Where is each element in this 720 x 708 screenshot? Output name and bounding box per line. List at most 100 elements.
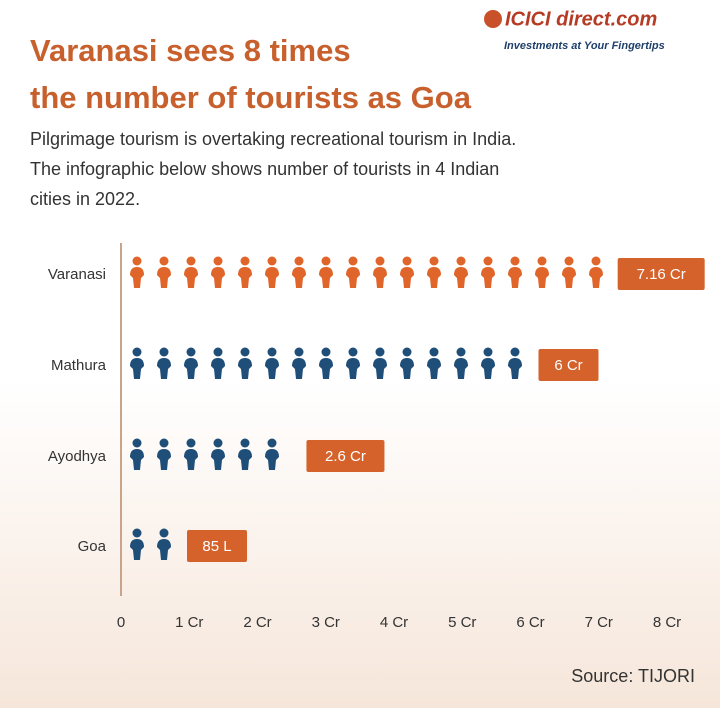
person-body [184,267,198,288]
person-head [213,256,223,266]
person-body [292,358,306,379]
person-body [184,358,198,379]
person-head [375,256,385,266]
person-head [132,438,142,448]
title-line: Varanasi sees 8 times [30,33,351,68]
person-body [238,267,252,288]
person-head [456,347,466,357]
person-body [157,449,171,470]
person-body [211,449,225,470]
background [0,380,720,708]
person-head [267,347,277,357]
tagline: Investments at Your Fingertips [504,40,665,52]
value-label-box [538,349,599,381]
person-head [159,256,169,266]
person-body [184,449,198,470]
person-body [400,267,414,288]
x-tick-label: 2 Cr [243,614,271,631]
person-head [213,438,223,448]
category-label: Mathura [51,357,107,374]
value-label: 85 L [202,538,231,555]
person-body [157,358,171,379]
subtitle-line: cities in 2022. [30,189,140,209]
person-body [292,267,306,288]
person-head [429,256,439,266]
person-head [159,438,169,448]
person-head [159,528,169,538]
person-head [348,256,358,266]
person-body [454,358,468,379]
x-tick-label: 7 Cr [585,614,613,631]
person-head [294,347,304,357]
value-label: 2.6 Cr [325,448,366,465]
person-body [535,267,549,288]
pictogram-bar [130,256,603,288]
person-head [294,256,304,266]
person-head [402,256,412,266]
x-tick-label: 0 [117,614,125,631]
person-head [537,256,547,266]
person-body [130,449,144,470]
person-head [483,347,493,357]
person-body [454,267,468,288]
person-body [373,267,387,288]
x-tick-label: 4 Cr [380,614,408,631]
person-body [508,358,522,379]
person-body [508,267,522,288]
person-head [240,256,250,266]
person-head [132,256,142,266]
person-head [132,347,142,357]
person-body [157,539,171,560]
person-head [321,347,331,357]
source: Source: TIJORI [571,666,695,686]
person-body [346,358,360,379]
pictogram-bar [130,528,171,560]
person-body [427,358,441,379]
pictogram-bar [130,347,522,379]
person-body [319,358,333,379]
person-body [265,449,279,470]
logo: ICICI direct.com [505,8,657,30]
subtitle-line: The infographic below shows number of to… [30,159,499,179]
person-head [321,256,331,266]
person-body [400,358,414,379]
person-body [211,267,225,288]
title-line: the number of tourists as Goa [30,80,472,115]
person-body [130,267,144,288]
x-tick-label: 1 Cr [175,614,203,631]
person-head [132,528,142,538]
value-label-box [617,258,705,290]
person-body [481,358,495,379]
person-body [427,267,441,288]
pictogram-bar [130,438,279,470]
person-body [238,358,252,379]
person-head [159,347,169,357]
value-label: 6 Cr [554,357,582,374]
logo-icon [484,10,502,28]
person-body [130,358,144,379]
person-head [591,256,601,266]
person-body [265,267,279,288]
person-head [402,347,412,357]
person-head [564,256,574,266]
person-body [589,267,603,288]
person-head [267,438,277,448]
person-head [483,256,493,266]
person-head [510,256,520,266]
category-label: Ayodhya [48,448,107,465]
person-head [348,347,358,357]
category-label: Goa [78,538,107,555]
person-body [265,358,279,379]
x-tick-label: 3 Cr [312,614,340,631]
person-head [186,256,196,266]
value-label-box [306,440,385,472]
person-head [213,347,223,357]
person-body [211,358,225,379]
person-body [238,449,252,470]
person-head [186,347,196,357]
x-tick-label: 8 Cr [653,614,681,631]
x-tick-label: 6 Cr [516,614,544,631]
subtitle-line: Pilgrimage tourism is overtaking recreat… [30,129,516,149]
person-head [267,256,277,266]
